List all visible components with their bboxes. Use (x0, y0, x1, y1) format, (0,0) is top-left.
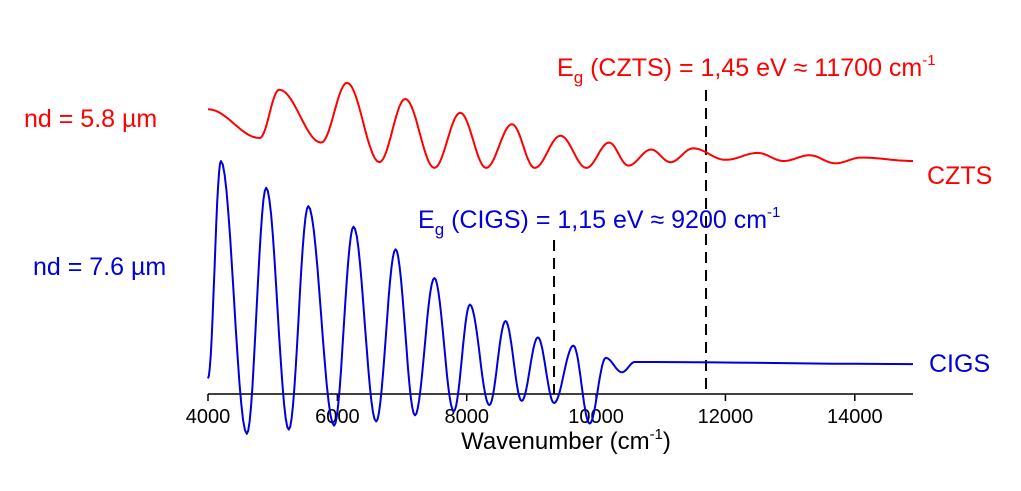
x-axis-ticks: 4000 6000 8000 10000 12000 14000 (186, 394, 883, 428)
czts-thickness-label: nd = 5.8 µm (24, 105, 157, 133)
x-tick-label-8000: 8000 (444, 406, 489, 428)
cigs-series-label: CIGS (929, 350, 990, 378)
x-tick-label-10000: 10000 (568, 406, 624, 428)
x-axis-title: Wavenumber (cm-1) (461, 426, 671, 455)
x-tick-label-14000: 14000 (827, 406, 883, 428)
x-tick-label-4000: 4000 (186, 406, 231, 428)
cigs-bandgap-label: Eg (CIGS) = 1,15 eV ≈ 9200 cm-1 (418, 204, 780, 239)
czts-spectrum-line (207, 81, 913, 169)
cigs-spectrum-line (207, 160, 914, 435)
x-tick-label-12000: 12000 (698, 406, 754, 428)
cigs-thickness-label: nd = 7.6 µm (33, 253, 166, 281)
czts-bandgap-label: Eg (CZTS) = 1,45 eV ≈ 11700 cm-1 (557, 52, 936, 87)
czts-series-label: CZTS (927, 162, 992, 190)
